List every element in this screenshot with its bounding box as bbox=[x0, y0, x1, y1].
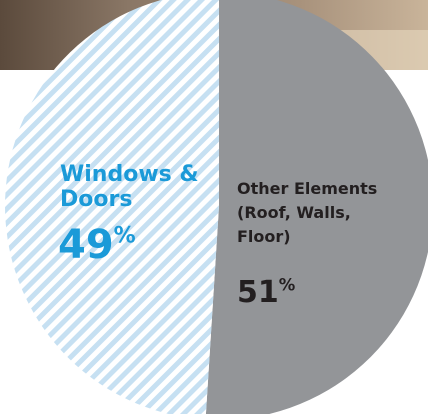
pie-slice bbox=[205, 0, 428, 414]
pie-slice bbox=[4, 0, 219, 414]
slice-label: Other Elements (Roof, Walls, Floor) bbox=[237, 179, 378, 246]
value-label: 49% bbox=[58, 222, 136, 268]
value-label: 51% bbox=[237, 275, 296, 310]
slice-label: Windows & Doors bbox=[60, 162, 199, 213]
